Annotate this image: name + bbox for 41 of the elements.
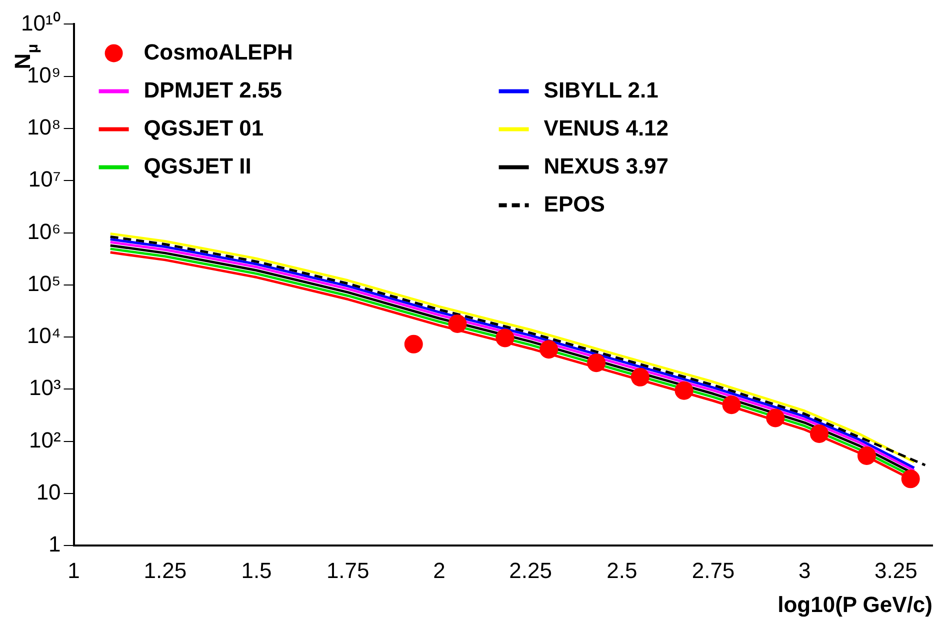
legend-label: SIBYLL 2.1 xyxy=(544,77,658,102)
point xyxy=(448,314,467,333)
y-tick-label: 1 xyxy=(48,532,61,557)
point xyxy=(857,446,876,465)
x-tick-label: 1.75 xyxy=(326,558,370,583)
x-tick-label: 3 xyxy=(798,558,811,583)
x-tick-label: 1.5 xyxy=(241,558,272,583)
point xyxy=(404,334,423,354)
y-tick-label: 10³ xyxy=(29,375,61,400)
y-tick-label: 10⁷ xyxy=(28,166,61,192)
legend-label: QGSJET II xyxy=(144,153,252,178)
y-tick-label: 10² xyxy=(29,427,61,452)
point xyxy=(540,340,558,359)
y-tick-label: 10⁴ xyxy=(26,323,61,348)
x-tick-label: 2.25 xyxy=(509,558,552,583)
point xyxy=(630,368,650,386)
x-tick-label: 3.25 xyxy=(874,558,918,583)
y-tick-label: 10⁶ xyxy=(27,218,61,244)
x-tick-label: 1.25 xyxy=(144,558,187,583)
legend-label: NEXUS 3.97 xyxy=(544,153,669,178)
point xyxy=(901,470,920,488)
x-tick-label: 1 xyxy=(68,558,80,583)
legend-label: DPMJET 2.55 xyxy=(144,77,282,102)
x-tick-label: 2 xyxy=(433,558,446,583)
y-tick-label: 10⁵ xyxy=(27,270,61,296)
legend-label: CosmoALEPH xyxy=(144,39,293,64)
y-tick-label: 10¹⁰ xyxy=(21,10,61,36)
point xyxy=(810,424,828,443)
point xyxy=(674,381,694,400)
x-tick-label: 2.5 xyxy=(606,558,638,583)
x-tick-label: 2.75 xyxy=(692,558,735,583)
point xyxy=(496,328,514,348)
legend-label: QGSJET 01 xyxy=(144,115,264,140)
point xyxy=(722,396,741,414)
point xyxy=(587,354,606,372)
point xyxy=(766,408,785,428)
legend-label: EPOS xyxy=(544,191,605,216)
legend-label: VENUS 4.12 xyxy=(544,115,669,140)
y-tick-label: 10⁸ xyxy=(27,114,61,140)
y-tick-label: 10 xyxy=(36,480,61,505)
x-axis-title: log10(P GeV/c) xyxy=(778,592,932,617)
